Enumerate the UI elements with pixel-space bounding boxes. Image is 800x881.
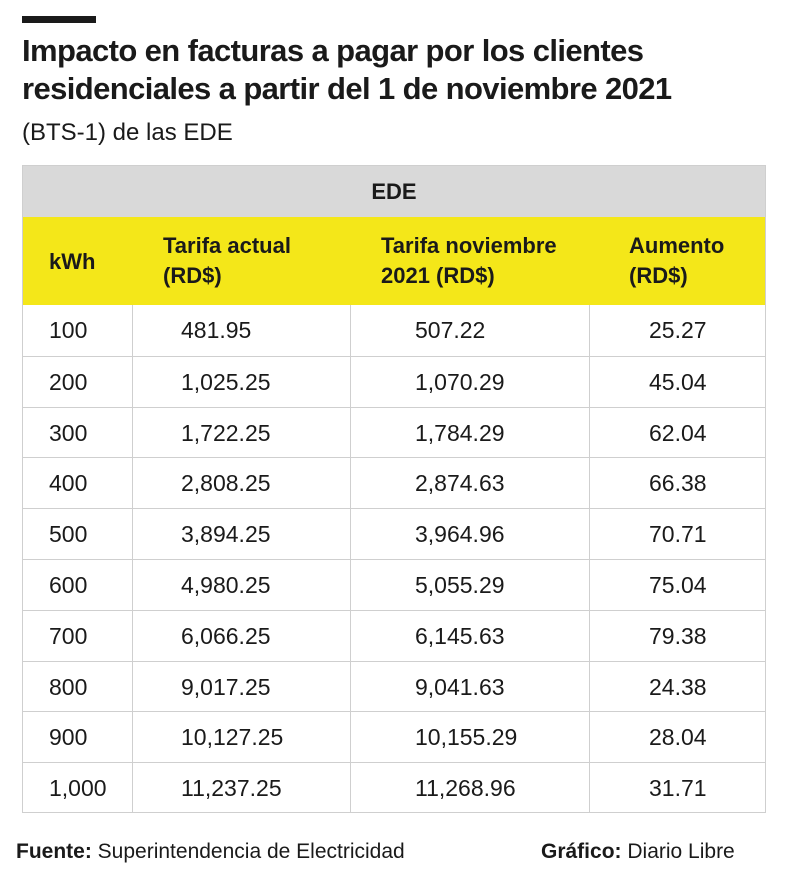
group-header: EDE: [23, 166, 765, 217]
column-divider: [132, 305, 133, 813]
cell-kwh: 600: [49, 572, 88, 598]
source-label: Fuente:: [16, 840, 92, 863]
cell-tarifa-actual: 4,980.25: [181, 572, 271, 598]
tariff-table: EDE kWh Tarifa actual (RD$) Tarifa novie…: [22, 165, 766, 813]
table-row: 400 2,808.25 2,874.63 66.38: [23, 457, 765, 508]
graphic-label: Gráfico:: [541, 840, 622, 863]
table-row: 800 9,017.25 9,041.63 24.38: [23, 660, 765, 712]
cell-aumento: 31.71: [649, 775, 707, 802]
cell-aumento: 62.04: [649, 419, 707, 446]
cell-tarifa-actual: 6,066.25: [181, 622, 271, 649]
column-header-tarifa-actual: Tarifa actual (RD$): [163, 233, 291, 288]
cell-tarifa-noviembre: 507.22: [415, 317, 486, 343]
cell-tarifa-actual: 2,808.25: [181, 470, 271, 497]
table-row: 700 6,066.25 6,145.63 79.38: [23, 609, 765, 661]
cell-aumento: 66.38: [649, 470, 707, 497]
cell-kwh: 100: [49, 317, 88, 343]
cell-kwh: 1,000: [49, 775, 107, 802]
column-divider: [589, 305, 590, 813]
cell-tarifa-actual: 1,722.25: [181, 419, 271, 446]
cell-kwh: 800: [49, 673, 88, 700]
cell-tarifa-noviembre: 1,070.29: [415, 368, 505, 395]
column-header-row: kWh Tarifa actual (RD$) Tarifa noviembre…: [23, 217, 765, 305]
cell-kwh: 900: [49, 724, 88, 751]
table-row: 200 1,025.25 1,070.29 45.04: [23, 355, 765, 407]
cell-kwh: 700: [49, 622, 88, 649]
cell-kwh: 500: [49, 521, 88, 548]
cell-tarifa-actual: 481.95: [181, 317, 252, 343]
cell-tarifa-noviembre: 10,155.29: [415, 724, 518, 751]
source-value: Superintendencia de Electricidad: [97, 840, 405, 863]
cell-aumento: 75.04: [649, 572, 707, 598]
table-row: 900 10,127.25 10,155.29 28.04: [23, 711, 765, 762]
column-header-aumento: Aumento (RD$): [629, 233, 725, 288]
graphic-value: Diario Libre: [627, 840, 735, 863]
cell-kwh: 200: [49, 368, 88, 395]
cell-kwh: 300: [49, 419, 88, 446]
column-divider: [350, 305, 351, 813]
cell-tarifa-noviembre: 9,041.63: [415, 673, 505, 700]
cell-aumento: 70.71: [649, 521, 707, 548]
cell-aumento: 24.38: [649, 673, 707, 700]
column-header-tarifa-noviembre: Tarifa noviembre 2021 (RD$): [381, 233, 557, 288]
table-row: 100 481.95 507.22 25.27: [23, 305, 765, 356]
cell-tarifa-noviembre: 5,055.29: [415, 572, 505, 598]
column-header-kwh: kWh: [49, 249, 96, 274]
table-body: 100 481.95 507.22 25.27 200 1,025.25 1,070.29 4…: [23, 305, 765, 813]
table-row: 500 3,894.25 3,964.96 70.71: [23, 508, 765, 559]
cell-tarifa-actual: 3,894.25: [181, 521, 271, 548]
cell-kwh: 400: [49, 470, 88, 497]
cell-tarifa-noviembre: 3,964.96: [415, 521, 505, 548]
graphic-credit: Gráfico: Diario Libre: [541, 838, 735, 866]
chart-subtitle: (BTS-1) de las EDE: [22, 119, 233, 146]
table-row: 1,000 11,237.25 11,268.96 31.71: [23, 762, 765, 813]
cell-aumento: 28.04: [649, 724, 707, 751]
cell-aumento: 45.04: [649, 368, 707, 395]
chart-title: Impacto en facturas a pagar por los clie…: [22, 33, 672, 106]
cell-aumento: 25.27: [649, 317, 707, 343]
cell-tarifa-noviembre: 11,268.96: [415, 775, 516, 802]
table-row: 300 1,722.25 1,784.29 62.04: [23, 406, 765, 458]
cell-tarifa-actual: 9,017.25: [181, 673, 271, 700]
cell-tarifa-noviembre: 2,874.63: [415, 470, 505, 497]
cell-tarifa-noviembre: 6,145.63: [415, 622, 505, 649]
cell-tarifa-actual: 1,025.25: [181, 368, 271, 395]
cell-aumento: 79.38: [649, 622, 707, 649]
source-credit: Fuente: Superintendencia de Electricidad: [16, 838, 405, 866]
top-rule: [22, 16, 96, 23]
cell-tarifa-actual: 10,127.25: [181, 724, 284, 751]
cell-tarifa-actual: 11,237.25: [181, 775, 282, 802]
cell-tarifa-noviembre: 1,784.29: [415, 419, 505, 446]
table-row: 600 4,980.25 5,055.29 75.04: [23, 559, 765, 610]
